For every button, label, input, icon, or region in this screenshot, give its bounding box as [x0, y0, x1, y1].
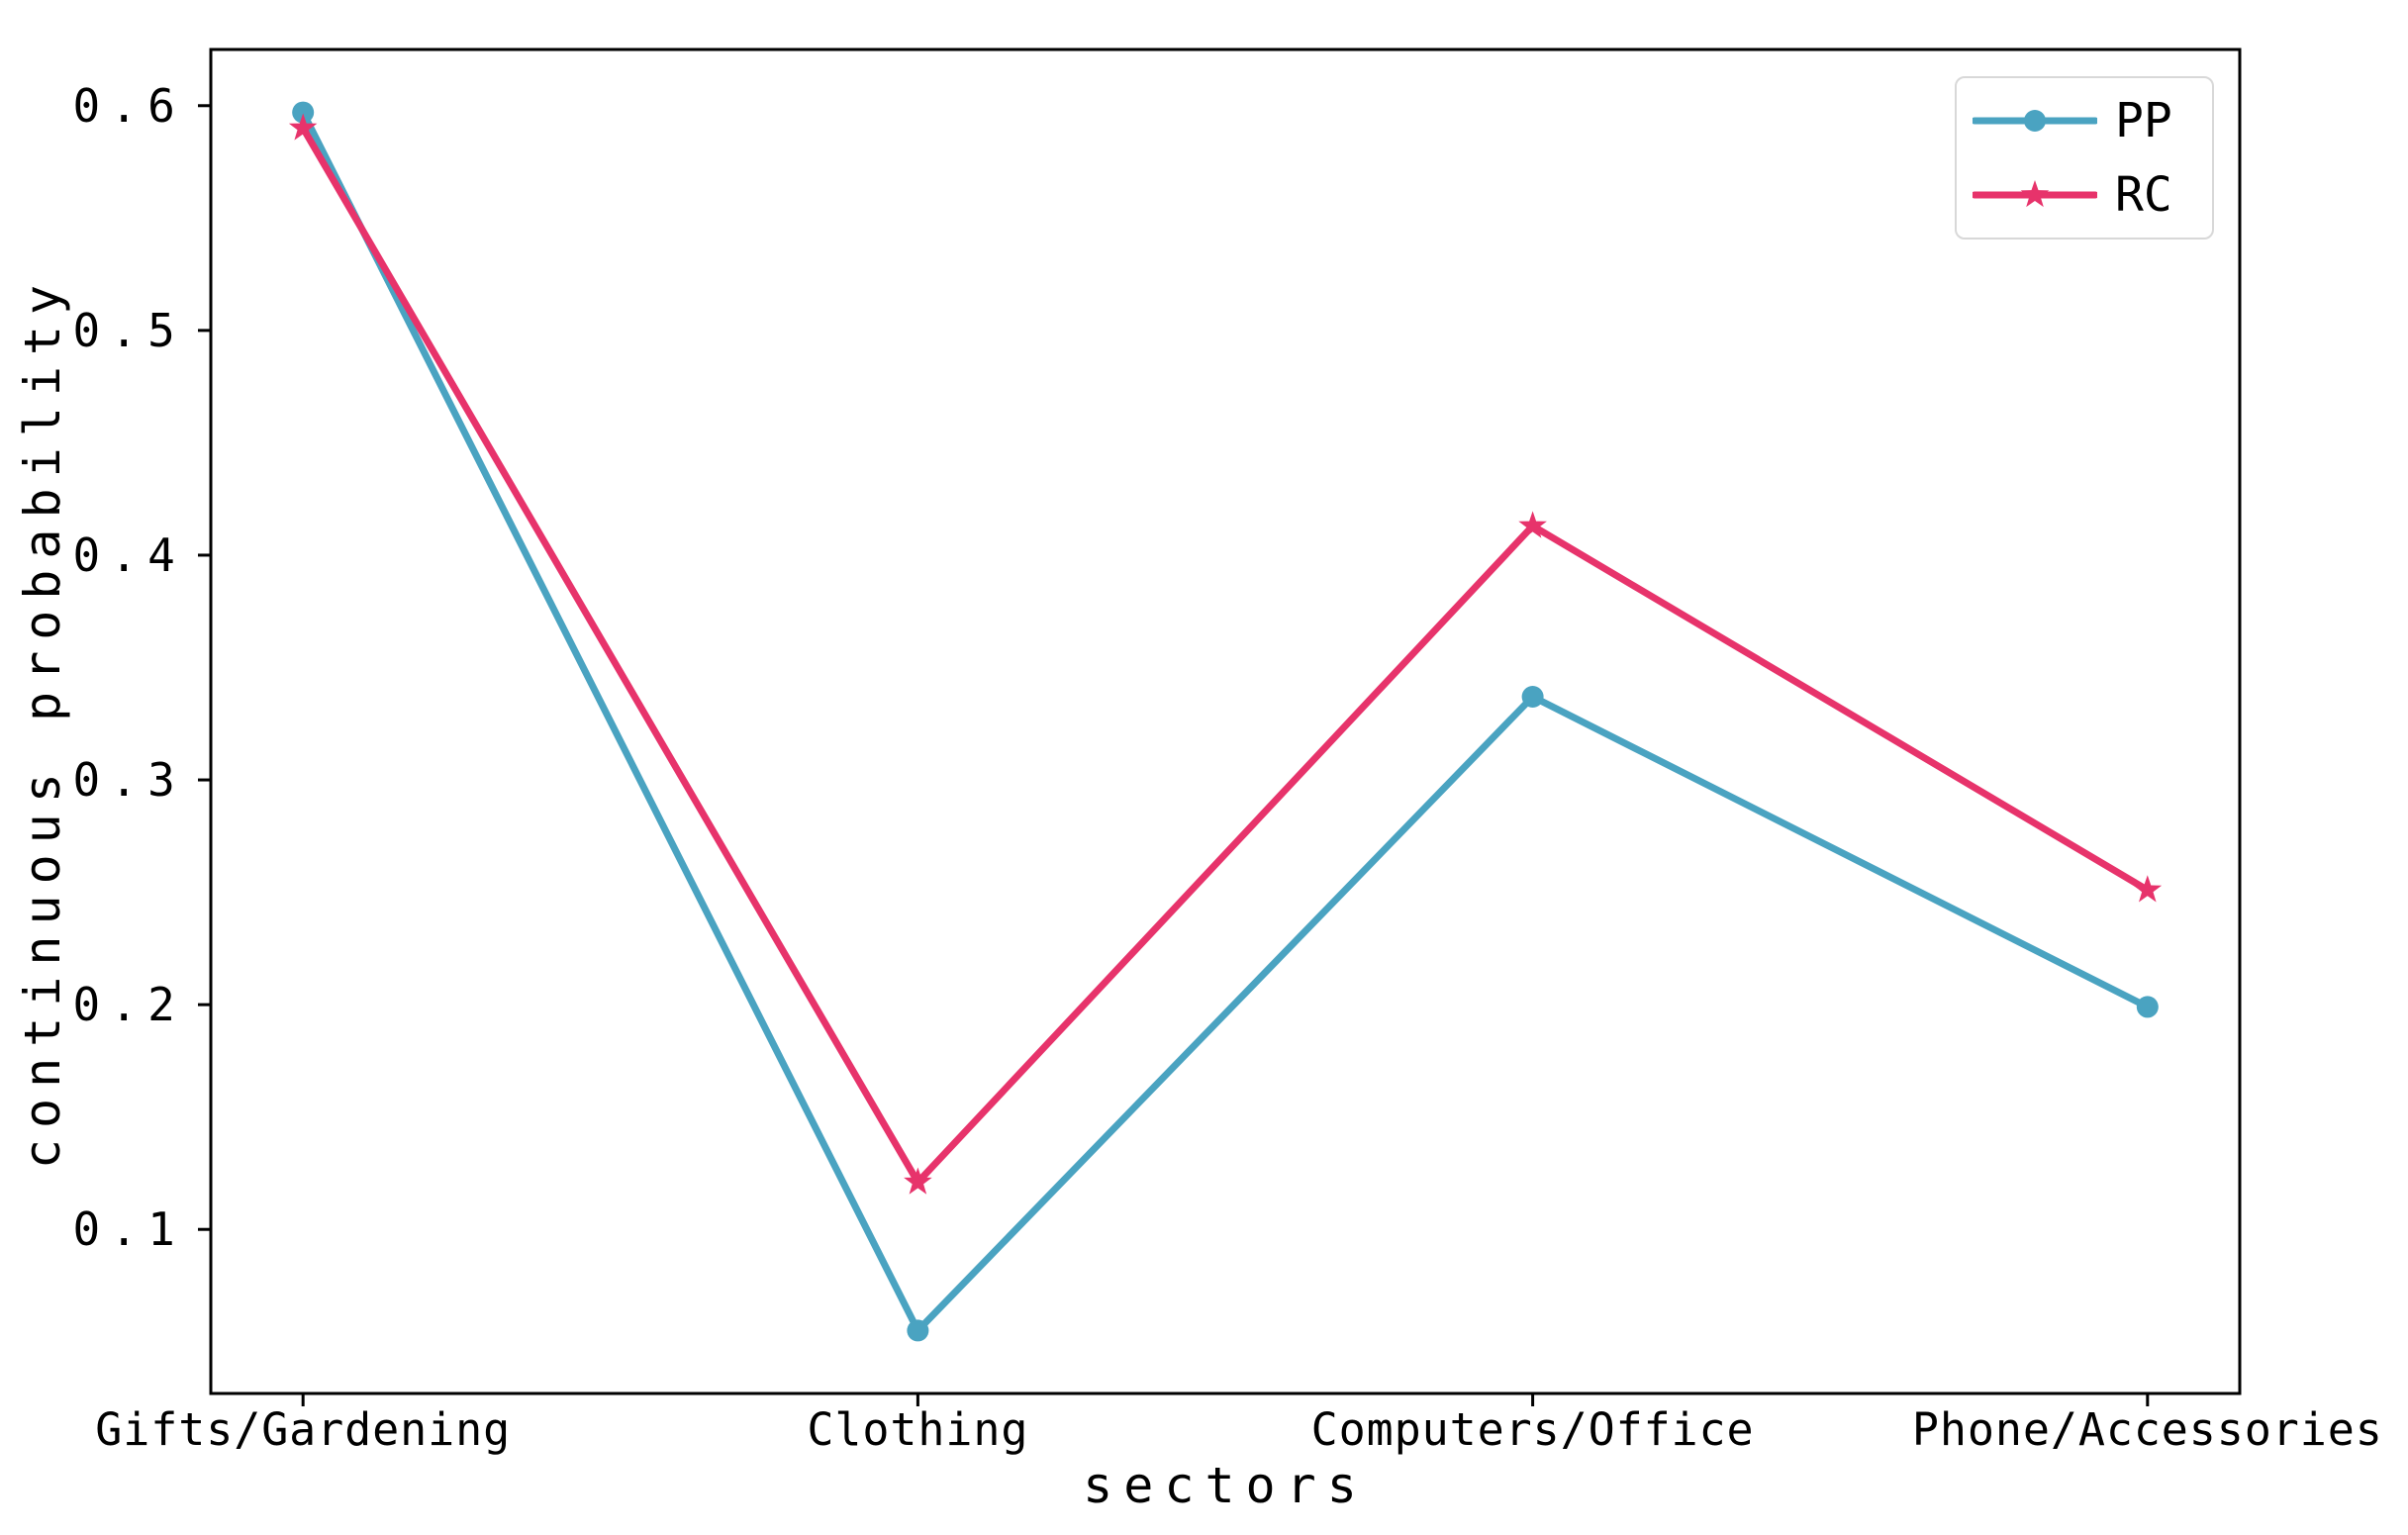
y-tick-label: 0.6	[73, 79, 185, 133]
x-axis-label: sectors	[1083, 1457, 1368, 1514]
x-tick-label: Phone/Accessories	[1912, 1403, 2383, 1456]
data-point-circle	[2136, 996, 2159, 1018]
y-tick-label: 0.2	[73, 978, 185, 1031]
data-point-circle	[1521, 686, 1544, 709]
legend: PP RC	[1955, 76, 2214, 240]
y-tick-label: 0.1	[73, 1202, 185, 1256]
pp-line-sample	[1973, 110, 2097, 133]
circle-marker-icon	[2024, 110, 2046, 133]
data-point-circle	[292, 101, 315, 124]
legend-label-rc: RC	[2115, 166, 2172, 223]
x-tick-label: Computers/Office	[1311, 1403, 1755, 1456]
legend-item-rc: RC	[1973, 171, 2196, 219]
data-point-star	[2133, 875, 2163, 903]
rc-line-sample	[1973, 179, 2097, 207]
y-axis-label: continuous probability	[14, 273, 71, 1170]
data-point-star	[1518, 511, 1547, 538]
x-tick-label: Clothing	[807, 1403, 1028, 1456]
series-line-pp	[299, 109, 2152, 1334]
data-point-star	[904, 1167, 932, 1195]
x-tick-label: Gifts/Gardening	[95, 1403, 511, 1456]
y-tick-label: 0.4	[73, 528, 185, 582]
y-tick-label: 0.5	[73, 304, 185, 357]
data-point-star	[288, 113, 318, 141]
series-line-rc	[299, 125, 2152, 1186]
data-point-circle	[907, 1319, 929, 1342]
axes-spines	[209, 48, 2242, 1395]
y-tick-label: 0.3	[73, 753, 185, 807]
star-marker-icon	[2020, 179, 2050, 207]
legend-label-pp: PP	[2115, 93, 2172, 149]
legend-item-pp: PP	[1973, 97, 2196, 144]
